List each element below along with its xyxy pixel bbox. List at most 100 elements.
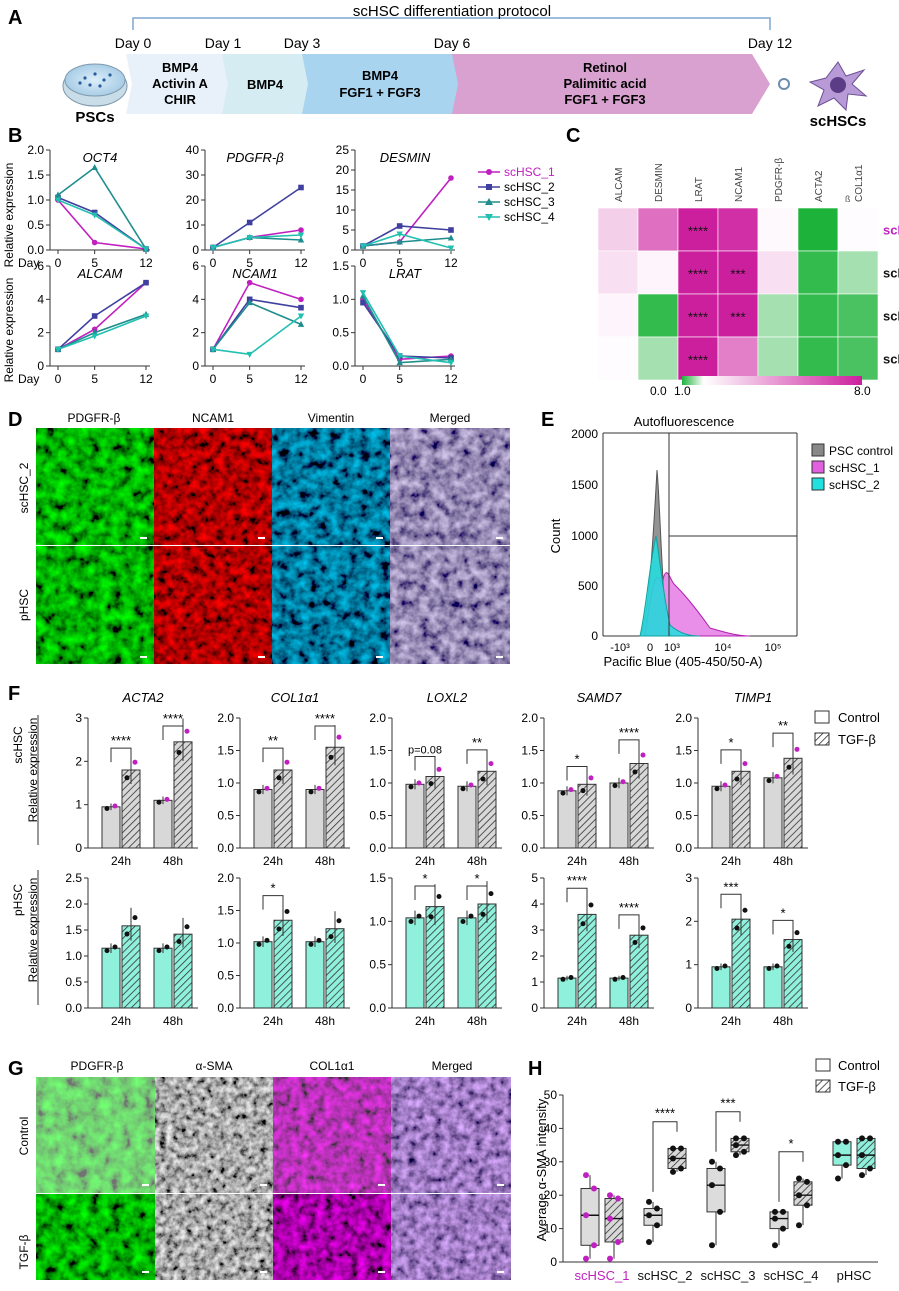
x-tick-label: 24h bbox=[263, 1014, 283, 1028]
data-point bbox=[620, 975, 626, 981]
data-point bbox=[612, 783, 618, 789]
y-tick-label: 0.0 bbox=[369, 841, 386, 855]
data-point bbox=[396, 238, 403, 245]
bar-control-48h bbox=[763, 966, 783, 1009]
data-point bbox=[796, 1175, 802, 1182]
x-tick-label: 24h bbox=[111, 1014, 131, 1028]
heatmap-annotation: **** bbox=[688, 267, 708, 282]
data-point bbox=[678, 1165, 684, 1172]
data-point bbox=[316, 937, 322, 943]
panel-d-col-merged: Merged bbox=[430, 411, 471, 425]
data-point bbox=[480, 776, 486, 782]
significance-label: **** bbox=[619, 900, 639, 915]
x-tick-label: 24h bbox=[415, 1014, 435, 1028]
significance-label: ** bbox=[268, 733, 278, 748]
data-point bbox=[670, 1155, 676, 1162]
y-tick-label: 10 bbox=[336, 203, 350, 217]
y-tick-label: 2.0 bbox=[217, 711, 234, 725]
data-point bbox=[112, 944, 118, 950]
data-point bbox=[717, 1208, 723, 1215]
y-tick-label: 40 bbox=[186, 143, 200, 157]
stage-1-line-2: Activin A bbox=[152, 76, 208, 91]
data-point bbox=[132, 915, 138, 921]
data-point bbox=[859, 1172, 865, 1179]
data-point bbox=[359, 243, 367, 250]
significance-label: * bbox=[270, 881, 275, 896]
data-point bbox=[741, 1135, 747, 1142]
y-tick-label: 1 bbox=[685, 958, 692, 972]
h-legend-tgfb: TGF-β bbox=[838, 1079, 876, 1094]
series-line-schsc-1 bbox=[57, 282, 147, 351]
data-point bbox=[308, 941, 314, 947]
image-d-phsc-ncam1 bbox=[154, 546, 272, 664]
line-chart-oct4: OCT4 0.0 0.5 1.0 1.5 2.0 0 5 12 bbox=[27, 143, 153, 270]
x-category-label: pHSC bbox=[837, 1268, 872, 1283]
x-category-label: scHSC_1 bbox=[575, 1268, 630, 1283]
series-line-schsc-4 bbox=[212, 315, 302, 356]
y-tick-label: 1.5 bbox=[369, 744, 386, 758]
data-point bbox=[112, 803, 118, 809]
y-tick-label: 20 bbox=[186, 193, 200, 207]
panel-b-ylabel-top: Relative expression bbox=[2, 163, 16, 268]
heatmap-col-label: PDGFR-β bbox=[774, 158, 785, 202]
y-tick-label: 4 bbox=[531, 897, 538, 911]
h-legend-swatch-control bbox=[815, 1058, 831, 1072]
bar-control-48h bbox=[153, 947, 173, 1009]
data-point bbox=[468, 913, 474, 919]
heatmap-cell bbox=[837, 207, 879, 252]
data-point bbox=[124, 931, 130, 937]
panel-g-col-asma: α-SMA bbox=[196, 1059, 233, 1073]
bar-control-24h bbox=[557, 790, 577, 849]
image-d-schsc2-pdgfrb bbox=[36, 428, 154, 545]
bar-charts: ACTA2012324h****48h****COL1α10.00.51.01.… bbox=[65, 690, 808, 1028]
series-line-schsc-4 bbox=[362, 292, 452, 364]
hist-xtick-4: 10⁴ bbox=[715, 642, 732, 654]
x-tick-label: 24h bbox=[415, 854, 435, 868]
x-tick-label: 48h bbox=[163, 854, 183, 868]
stage-2-arrow bbox=[222, 54, 312, 114]
bar-control-48h bbox=[609, 782, 629, 849]
data-point bbox=[104, 948, 110, 954]
y-tick-label: 50 bbox=[544, 1088, 558, 1102]
data-point bbox=[359, 290, 367, 297]
y-tick-label: 0.0 bbox=[332, 359, 349, 373]
x-tick-label: 0 bbox=[55, 372, 62, 386]
box-tgf--phsc bbox=[856, 1137, 876, 1169]
heatmap-scale-min: 0.0 bbox=[650, 384, 667, 398]
image-g-tgfb-merged bbox=[391, 1194, 511, 1280]
stage-1-line-3: CHIR bbox=[164, 92, 196, 107]
scale-bars-g bbox=[142, 1184, 504, 1273]
stage-2-line-1: BMP4 bbox=[247, 77, 284, 92]
chart-title: SAMD7 bbox=[577, 690, 623, 705]
f-legend-swatch-tgfb bbox=[814, 732, 830, 746]
data-point bbox=[796, 1222, 802, 1229]
data-point bbox=[488, 761, 494, 767]
panel-c: C ALCAM DESMIN LRAT NCAM1 PDGFR-β ACTA2 COL1α1… bbox=[566, 125, 899, 398]
significance-bracket bbox=[652, 1121, 678, 1192]
data-point bbox=[794, 746, 800, 752]
panel-f-ylabel-top: Relative expression bbox=[26, 718, 40, 823]
data-point bbox=[143, 279, 149, 286]
legend-label-schsc3: scHSC_3 bbox=[504, 195, 555, 209]
data-point bbox=[184, 728, 190, 734]
data-point bbox=[54, 197, 62, 204]
significance-bracket bbox=[110, 747, 132, 763]
day-label-1: Day 1 bbox=[205, 35, 242, 51]
chart-title: COL1α1 bbox=[271, 690, 320, 705]
x-tick-label: 12 bbox=[444, 372, 458, 386]
x-tick-label: 12 bbox=[139, 372, 153, 386]
data-point bbox=[772, 1242, 778, 1249]
data-point bbox=[717, 1165, 723, 1172]
bar-chart-f-schsc-samd7: SAMD7 0.0 0.5 1.0 1.5 2.0 24h * 48h **** bbox=[521, 690, 654, 868]
significance-label: p=0.08 bbox=[408, 744, 442, 756]
significance-label: * bbox=[574, 751, 579, 766]
bar-chart-f-phsc-samd7: 0 1 2 3 4 5 24h **** 48h **** bbox=[531, 871, 654, 1028]
panel-d-col-ncam1: NCAM1 bbox=[192, 411, 234, 425]
data-point bbox=[568, 975, 574, 981]
data-point bbox=[560, 790, 566, 796]
y-tick-label: 10 bbox=[186, 218, 200, 232]
hist-legend-schsc1: scHSC_1 bbox=[829, 461, 880, 475]
heatmap-cell bbox=[597, 250, 639, 295]
